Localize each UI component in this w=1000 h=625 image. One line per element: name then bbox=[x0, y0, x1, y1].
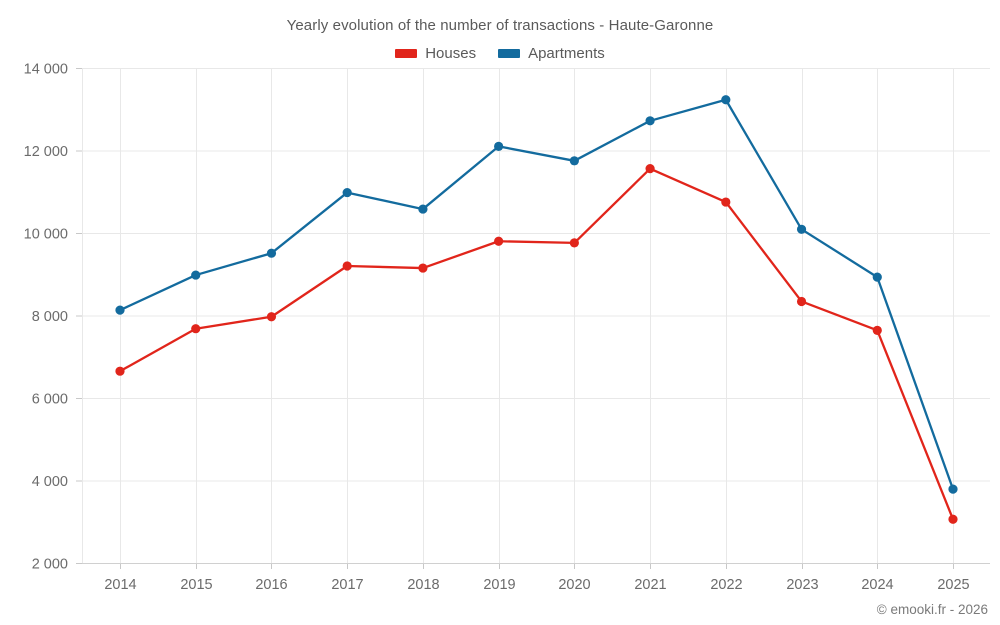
y-axis-tick-label: 6 000 bbox=[32, 392, 68, 408]
legend-swatch-apartments bbox=[498, 49, 521, 58]
data-point-apartments-2024[interactable] bbox=[872, 272, 882, 282]
y-axis-tick-label: 2 000 bbox=[32, 557, 68, 573]
x-axis-tick-label: 2021 bbox=[634, 577, 666, 593]
data-point-apartments-2018[interactable] bbox=[418, 204, 428, 214]
data-point-houses-2017[interactable] bbox=[342, 261, 352, 271]
legend-item-apartments[interactable]: Apartments bbox=[498, 45, 605, 62]
data-point-apartments-2017[interactable] bbox=[342, 187, 352, 198]
data-point-apartments-2021[interactable] bbox=[645, 116, 655, 126]
data-point-apartments-2020[interactable] bbox=[569, 156, 579, 166]
y-axis-tick-label: 4 000 bbox=[32, 474, 68, 490]
data-point-houses-2020[interactable] bbox=[569, 238, 579, 248]
data-point-apartments-2019[interactable] bbox=[494, 141, 504, 151]
data-point-apartments-2014[interactable] bbox=[115, 305, 125, 315]
legend-swatch-houses bbox=[395, 49, 418, 58]
x-axis-tick-label: 2020 bbox=[558, 577, 590, 593]
data-point-houses-2021[interactable] bbox=[645, 164, 655, 174]
y-axis-tick-label: 14 000 bbox=[24, 62, 68, 78]
y-axis-tick-label: 12 000 bbox=[24, 144, 68, 160]
data-point-houses-2019[interactable] bbox=[494, 236, 504, 246]
series-line-houses bbox=[118, 167, 955, 521]
chart-title: Yearly evolution of the number of transa… bbox=[286, 17, 714, 34]
data-point-houses-2018[interactable] bbox=[418, 263, 428, 273]
data-point-apartments-2015[interactable] bbox=[191, 270, 201, 280]
series-line-apartments bbox=[118, 98, 955, 491]
x-axis-tick-label: 2017 bbox=[331, 577, 363, 593]
credit-attribution: © emooki.fr - 2026 bbox=[876, 602, 988, 617]
x-axis-tick-label: 2014 bbox=[104, 577, 136, 593]
data-point-houses-2016[interactable] bbox=[266, 312, 277, 322]
x-axis-tick-label: 2015 bbox=[180, 577, 212, 593]
x-axis-tick-label: 2024 bbox=[861, 577, 893, 593]
data-point-houses-2022[interactable] bbox=[721, 197, 731, 207]
legend-label-apartments: Apartments bbox=[528, 45, 605, 62]
x-axis-tick-label: 2018 bbox=[407, 577, 439, 593]
x-axis-tick-label: 2016 bbox=[255, 577, 287, 593]
y-axis-tick-label: 10 000 bbox=[24, 227, 68, 243]
data-point-houses-2024[interactable] bbox=[872, 325, 882, 335]
chart-legend: Houses Apartments bbox=[0, 45, 1000, 62]
data-point-apartments-2023[interactable] bbox=[796, 224, 807, 234]
x-axis-tick-label: 2019 bbox=[483, 577, 515, 593]
legend-label-houses: Houses bbox=[425, 45, 477, 62]
data-point-houses-2015[interactable] bbox=[191, 324, 201, 334]
x-axis-tick-label: 2025 bbox=[937, 577, 969, 593]
data-point-houses-2014[interactable] bbox=[115, 366, 125, 376]
x-axis-tick-label: 2022 bbox=[710, 577, 742, 593]
y-axis-tick-label: 8 000 bbox=[32, 309, 68, 325]
data-point-apartments-2025[interactable] bbox=[948, 484, 958, 494]
data-point-houses-2023[interactable] bbox=[796, 296, 807, 307]
data-point-houses-2025[interactable] bbox=[948, 514, 958, 524]
legend-item-houses[interactable]: Houses bbox=[395, 45, 476, 62]
x-axis-tick-label: 2023 bbox=[786, 577, 818, 593]
data-point-apartments-2016[interactable] bbox=[266, 248, 277, 258]
data-point-apartments-2022[interactable] bbox=[721, 95, 731, 105]
